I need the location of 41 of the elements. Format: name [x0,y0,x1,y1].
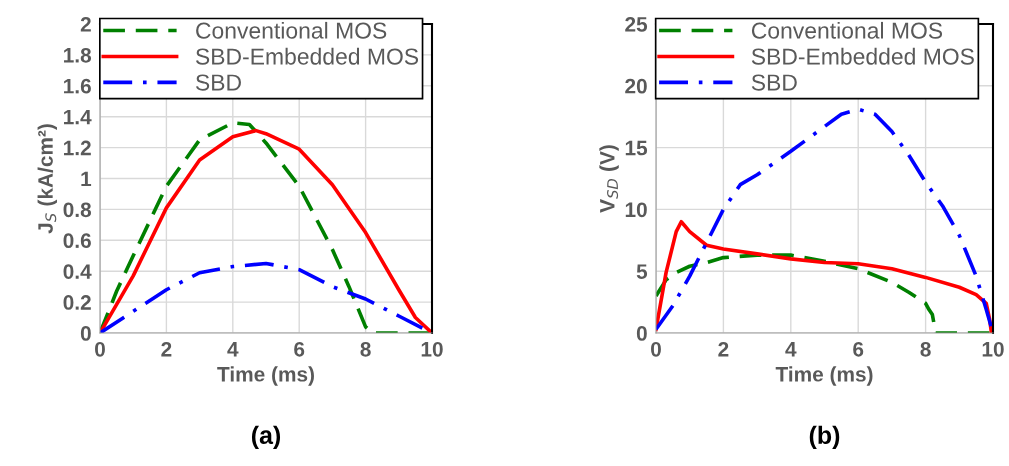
x-tick-label: 0 [651,341,661,357]
legend-label: Conventional MOS [196,21,387,39]
y-tick-label: 0.4 [63,264,92,279]
text: (b) [809,425,840,449]
y-tick-label: 15 [625,140,648,156]
legend-label: SBD [751,74,797,91]
y-tick-label: 1.6 [64,78,91,94]
y-tick-label: 0 [636,326,647,341]
legend-label: Conventional MOS [751,21,943,39]
y-axis-title: V$_{SD}$ (V) [599,145,619,213]
x-tick-label: 0 [95,341,105,357]
y-tick-label: 5 [636,264,648,279]
y-tick-label: 0 [80,326,91,341]
y-tick-label: 0.8 [63,202,92,218]
legend-label: SBD-Embedded MOS [195,47,419,65]
y-tick-label: 1.2 [64,140,91,156]
y-tick-label: 0.2 [63,295,91,310]
x-axis-title: Time (ms) [217,366,314,386]
x-tick-label: 10 [982,341,1004,357]
y-tick-label: 1.8 [64,47,92,63]
x-axis-title: Time (ms) [775,366,873,386]
x-tick-label: 4 [227,342,239,357]
legend-label: SBD-Embedded MOS [751,47,974,65]
y-axis-title: J$_{S}$ (kA/cm²) [37,124,57,234]
x-tick-label: 2 [718,341,729,357]
x-tick-label: 4 [785,342,797,357]
y-tick-label: 2 [80,17,91,32]
x-tick-label: 10 [421,341,443,357]
y-tick-label: 10 [625,202,647,218]
legend-label: SBD [195,74,241,91]
y-tick-label: 0.6 [63,233,91,249]
y-tick-label: 1 [81,171,92,187]
x-tick-label: 6 [853,341,864,357]
x-tick-label: 6 [294,341,305,357]
x-tick-label: 8 [920,341,931,357]
y-tick-label: 20 [625,78,647,94]
text: (a) [251,425,281,449]
x-tick-label: 8 [360,341,371,357]
x-tick-label: 2 [161,341,172,357]
y-tick-label: 25 [625,17,648,32]
y-tick-label: 1.4 [64,109,92,125]
